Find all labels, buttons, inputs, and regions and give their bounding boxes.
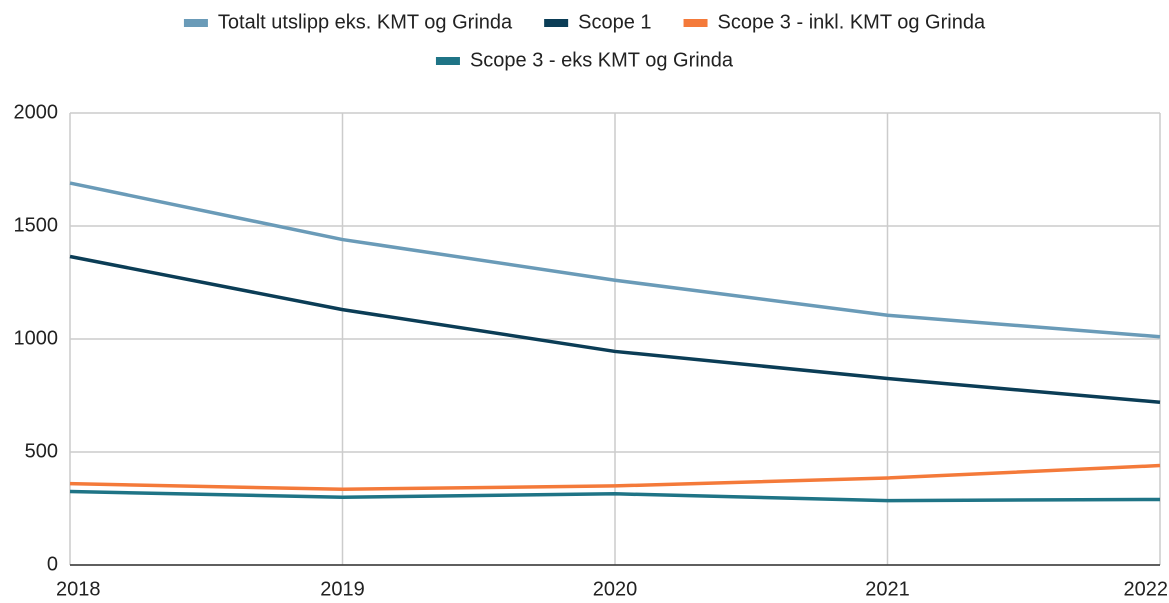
series-line [69, 489, 1161, 503]
legend-swatch [683, 19, 708, 27]
y-tick-label: 2000 [14, 101, 59, 123]
legend-swatch [544, 19, 569, 27]
legend-swatch [435, 57, 460, 65]
series-line [69, 463, 1161, 492]
legend-label: Scope 3 - eks KMT og Grinda [470, 49, 734, 71]
x-tick-label: 2020 [593, 578, 638, 600]
series-line [69, 181, 1161, 339]
legend-label: Scope 3 - inkl. KMT og Grinda [718, 11, 986, 33]
series-line [69, 254, 1161, 405]
y-tick-label: 0 [47, 553, 58, 575]
x-tick-label: 2019 [320, 578, 365, 600]
y-tick-label: 500 [25, 440, 58, 462]
legend-swatch [183, 19, 208, 27]
y-tick-label: 1500 [14, 214, 59, 236]
legend-label: Totalt utslipp eks. KMT og Grinda [218, 11, 513, 33]
y-tick-label: 1000 [14, 327, 59, 349]
legend-label: Scope 1 [578, 11, 651, 33]
x-tick-label: 2022 [1124, 578, 1169, 600]
x-tick-label: 2021 [865, 578, 910, 600]
x-tick-label: 2018 [56, 578, 101, 600]
